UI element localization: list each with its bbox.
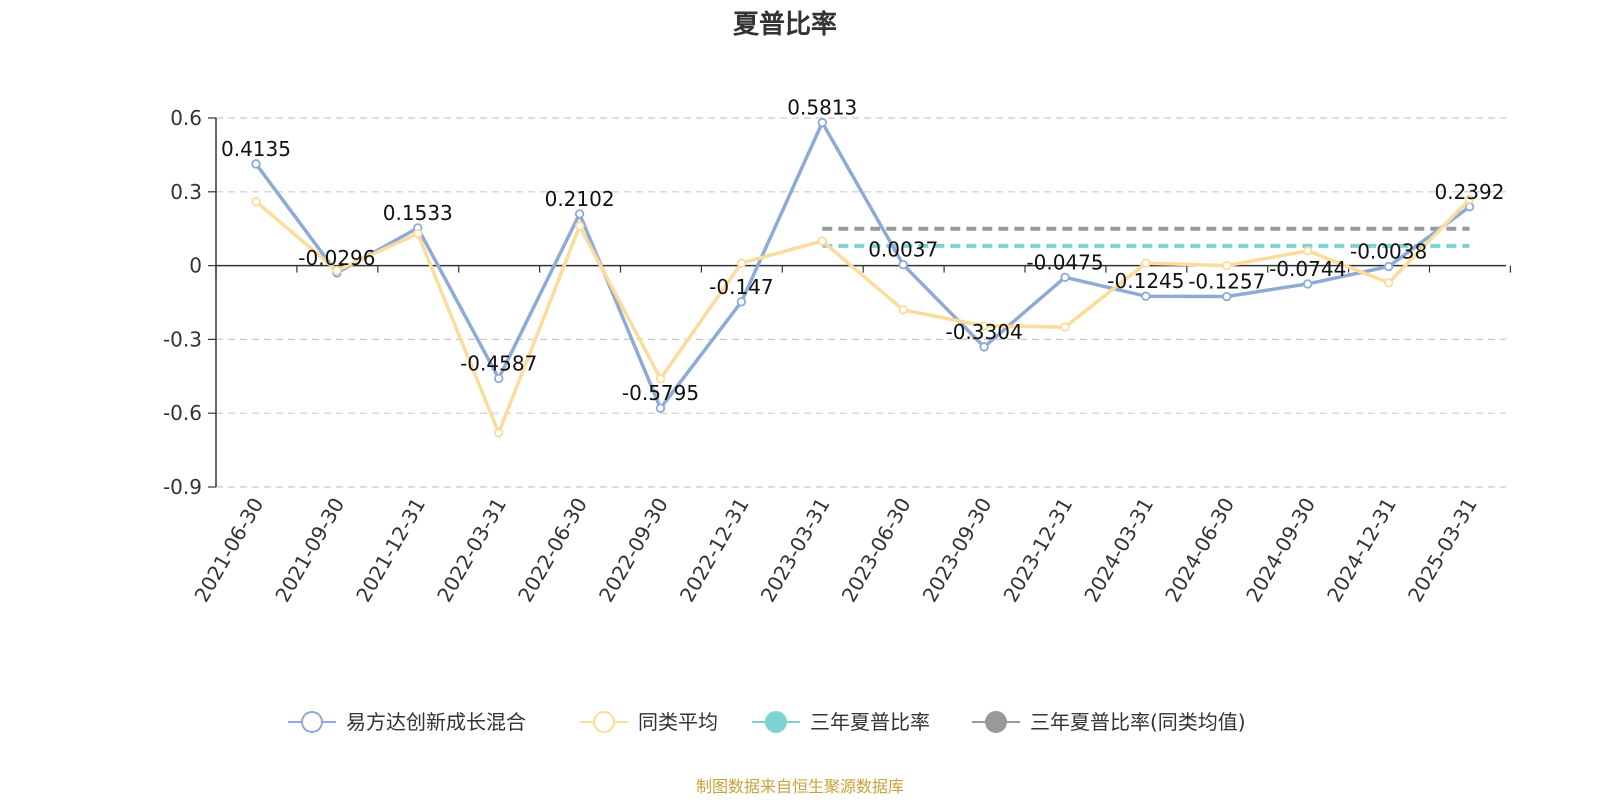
x-tick-label: 2024-12-31 bbox=[1322, 494, 1401, 607]
series-line-0 bbox=[254, 120, 1471, 410]
series-point-1 bbox=[655, 374, 666, 384]
grid-lines bbox=[216, 117, 1506, 488]
data-label: -0.147 bbox=[709, 275, 773, 299]
legend-item-1[interactable]: 同类平均 bbox=[580, 710, 718, 734]
legend-marker bbox=[593, 711, 615, 733]
x-tick-label: 2023-03-31 bbox=[756, 494, 835, 607]
legend-item-3[interactable]: 三年夏普比率(同类均值) bbox=[972, 710, 1246, 734]
data-label: -0.1245 bbox=[1107, 269, 1184, 293]
legend-item-2[interactable]: 三年夏普比率 bbox=[752, 710, 930, 734]
series-point-0 bbox=[574, 209, 585, 219]
data-label: -0.0475 bbox=[1026, 250, 1103, 274]
x-tick-label: 2024-09-30 bbox=[1241, 494, 1320, 607]
series-point-1 bbox=[979, 321, 989, 331]
x-tick-label: 2022-12-31 bbox=[675, 494, 754, 607]
data-label: 0.0037 bbox=[868, 238, 938, 262]
series-line-1 bbox=[254, 197, 1471, 435]
legend-marker bbox=[301, 711, 323, 733]
data-label: -0.4587 bbox=[460, 351, 537, 375]
series-point-0 bbox=[736, 297, 747, 307]
series-point-0 bbox=[494, 373, 504, 384]
data-label: -0.3304 bbox=[945, 320, 1022, 344]
chart-title: 夏普比率 bbox=[733, 9, 837, 40]
series-point-1 bbox=[1464, 194, 1475, 204]
series-point-1 bbox=[736, 258, 747, 268]
series-point-1 bbox=[413, 228, 423, 239]
x-tick-label: 2022-09-30 bbox=[594, 494, 673, 607]
x-tick-label: 2024-03-31 bbox=[1079, 494, 1158, 607]
series-point-1 bbox=[494, 428, 504, 438]
x-tick-label: 2025-03-31 bbox=[1403, 494, 1482, 607]
data-label: -0.5795 bbox=[622, 381, 699, 405]
legend-label: 同类平均 bbox=[638, 710, 718, 734]
y-tick-label: 0.3 bbox=[170, 180, 202, 204]
series-point-1 bbox=[1141, 258, 1151, 268]
series-point-0 bbox=[817, 117, 827, 128]
y-tick-label: -0.3 bbox=[163, 327, 202, 351]
x-tick-label: 2024-06-30 bbox=[1160, 494, 1239, 607]
series-point-1 bbox=[251, 196, 261, 207]
data-label: 0.1533 bbox=[383, 201, 453, 225]
legend-label: 三年夏普比率 bbox=[810, 710, 930, 734]
series-point-0 bbox=[898, 259, 908, 270]
series-point-0 bbox=[251, 159, 261, 169]
data-label: -0.0296 bbox=[298, 246, 375, 270]
series-point-1 bbox=[1222, 260, 1232, 271]
series-point-0 bbox=[1060, 272, 1070, 282]
data-label: -0.1257 bbox=[1188, 270, 1265, 294]
x-tick-label: 2023-12-31 bbox=[998, 494, 1077, 607]
series-point-1 bbox=[1302, 246, 1313, 256]
legend-marker bbox=[985, 711, 1007, 733]
source-note: 制图数据来自恒生聚源数据库 bbox=[696, 777, 904, 796]
series-point-0 bbox=[1222, 291, 1232, 302]
series-point-0 bbox=[655, 403, 666, 413]
series-point-1 bbox=[898, 305, 908, 315]
series-point-0 bbox=[1141, 291, 1151, 301]
data-labels: 0.4135 -0.0296 0.1533 -0.4587 0.2102 -0.5795 -… bbox=[221, 96, 1504, 406]
y-tick-label: 0 bbox=[189, 254, 202, 278]
series-point-0 bbox=[1302, 279, 1313, 289]
data-label: 0.4135 bbox=[221, 137, 291, 161]
legend[interactable]: 易方达创新成长混合 同类平均 三年夏普比率 三年夏普比率(同类均值) bbox=[288, 710, 1246, 734]
x-tick-label: 2022-03-31 bbox=[432, 494, 511, 607]
series-point-1 bbox=[574, 221, 585, 231]
y-tick-label: -0.9 bbox=[163, 475, 202, 499]
series-point-0 bbox=[1383, 261, 1394, 272]
data-label: 0.5813 bbox=[787, 96, 857, 120]
series-point-1 bbox=[1383, 278, 1394, 288]
series-point-1 bbox=[332, 265, 342, 276]
legend-item-0[interactable]: 易方达创新成长混合 bbox=[288, 710, 526, 734]
legend-marker bbox=[765, 711, 787, 733]
x-tick-label: 2023-06-30 bbox=[837, 493, 916, 606]
series-point-0 bbox=[979, 342, 989, 352]
x-tick-label: 2022-06-30 bbox=[513, 494, 592, 607]
x-tick-label: 2021-09-30 bbox=[270, 494, 349, 607]
data-label: -0.0744 bbox=[1269, 257, 1346, 281]
legend-label: 易方达创新成长混合 bbox=[346, 710, 526, 734]
series-point-1 bbox=[817, 236, 827, 246]
legend-label: 三年夏普比率(同类均值) bbox=[1030, 710, 1246, 734]
data-label: -0.0038 bbox=[1350, 240, 1427, 264]
data-label: 0.2392 bbox=[1435, 180, 1505, 204]
series-layer bbox=[251, 117, 1475, 438]
series-point-1 bbox=[1060, 322, 1070, 332]
y-tick-label: 0.6 bbox=[170, 106, 202, 130]
reference-lines bbox=[822, 226, 1470, 248]
data-label: 0.2102 bbox=[545, 187, 615, 211]
x-tick-label: 2021-12-31 bbox=[351, 494, 430, 607]
y-tick-label: -0.6 bbox=[163, 401, 202, 425]
x-tick-label: 2023-09-30 bbox=[918, 494, 997, 607]
x-tick-label: 2021-06-30 bbox=[189, 494, 268, 607]
